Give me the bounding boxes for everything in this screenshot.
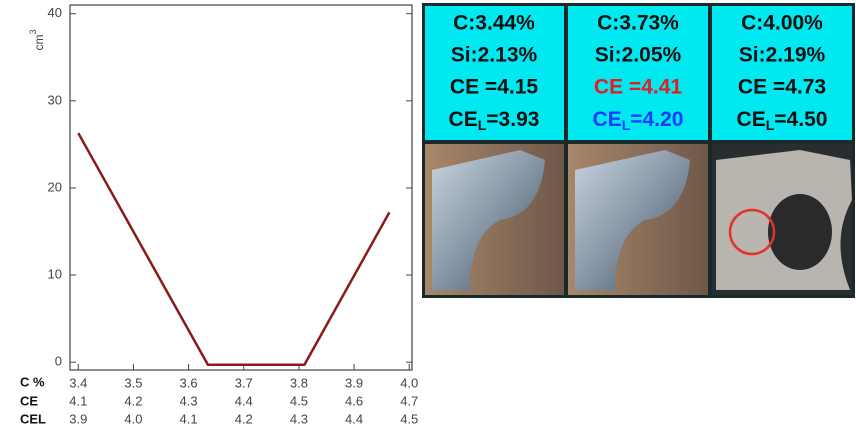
ce: CE =4.15 [450,76,538,99]
data-line [78,133,389,365]
x-row-label: 4.5 [290,393,308,408]
cel-value: =3.93 [486,108,539,131]
x-row-label: 4.0 [124,411,142,426]
plot-frame [70,5,412,370]
cel: CEL=4.20 [593,108,684,133]
x-tick-label: 3.8 [290,375,308,390]
x-row-name: CE [20,393,38,408]
x-tick-label: 3.9 [345,375,363,390]
x-tick-label: 3.6 [180,375,198,390]
cel-base: CE [449,108,478,131]
x-row-label: 4.3 [290,411,308,426]
cel: CEL=4.50 [737,108,828,133]
x-row-label: 4.5 [400,411,418,426]
x-row-label: 4.1 [180,411,198,426]
x-row-label: 4.4 [235,393,253,408]
x-row-label: 4.3 [180,393,198,408]
ce: CE =4.41 [594,76,682,99]
x-row-label: 4.1 [69,393,87,408]
y-axis-label: cm3 [28,29,46,50]
x-tick-label: 3.7 [235,375,253,390]
cel: CEL=3.93 [449,108,540,133]
x-tick-label: 4.0 [400,375,418,390]
y-tick-label: 10 [48,266,62,281]
silicon: Si:2.19% [739,44,826,67]
x-axis-label: C % [20,374,45,389]
y-tick-label: 20 [48,179,62,194]
x-row-name: CEL [20,411,46,426]
x-tick-label: 3.4 [69,375,87,390]
cel-value: =4.20 [630,108,683,131]
silicon: Si:2.13% [451,44,538,67]
x-row-label: 4.7 [400,393,418,408]
cel-base: CE [737,108,766,131]
x-row-label: 3.9 [69,411,87,426]
carbon: C:3.44% [453,12,535,35]
x-row-label: 4.2 [235,411,253,426]
carbon: C:3.73% [597,12,679,35]
page: cm3 0 10 20 30 40 C % 3.4 3.5 3.6 3.7 3.8 3.9 4.0 CE 4… [0,0,856,435]
photo-hole [768,194,832,270]
x-row-label: 4.2 [124,393,142,408]
cel-value: =4.50 [774,108,827,131]
x-tick-label: 3.5 [124,375,142,390]
silicon: Si:2.05% [595,44,682,67]
ce: CE =4.73 [738,76,826,99]
carbon: C:4.00% [741,12,823,35]
x-row-label: 4.6 [345,393,363,408]
y-tick-label: 40 [48,5,62,20]
chart: cm3 0 10 20 30 40 C % 3.4 3.5 3.6 3.7 3.8 3.9 4.0 CE 4… [0,0,856,435]
y-tick-label: 30 [48,92,62,107]
y-tick-label: 0 [55,354,62,369]
cel-base: CE [593,108,622,131]
x-row-label: 4.4 [345,411,363,426]
